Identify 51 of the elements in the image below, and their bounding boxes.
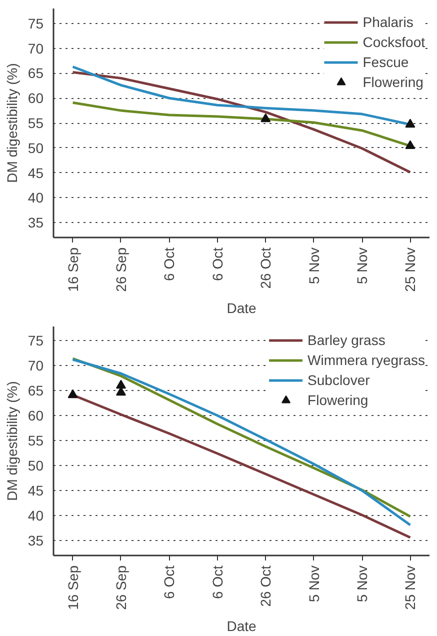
- point: [405, 140, 416, 149]
- y-tick-label: 50: [28, 140, 44, 156]
- x-tick-label: 25 Nov: [402, 566, 418, 610]
- y-tick-label: 35: [28, 214, 44, 231]
- x-tick-label: 6 Oct: [209, 247, 226, 281]
- y-tick-label: 40: [28, 190, 44, 206]
- legend-label: Cocksfoot: [362, 34, 425, 50]
- y-axis-title: DM digestibility (%): [4, 63, 20, 183]
- y-tick-label: 70: [28, 358, 44, 374]
- x-tick-label: 26 Oct: [258, 247, 274, 289]
- point: [116, 380, 126, 389]
- y-tick-label: 60: [28, 90, 44, 106]
- y-tick-label: 75: [28, 15, 44, 32]
- x-axis-title: Date: [226, 618, 256, 634]
- x-tick-label: 6 Oct: [161, 565, 178, 599]
- y-tick-label: 65: [28, 65, 44, 82]
- y-tick-label: 55: [28, 432, 44, 448]
- x-tick-label: 16 Sep: [64, 247, 81, 292]
- legend-label: Fescue: [362, 54, 409, 70]
- y-tick-label: 55: [28, 115, 44, 131]
- x-tick-label: 5 Nov: [354, 247, 370, 284]
- x-tick-label: 5 Nov: [306, 247, 322, 284]
- y-tick-label: 70: [28, 40, 44, 56]
- legend-label: Barley grass: [308, 332, 386, 348]
- x-tick-label: 25 Nov: [402, 248, 418, 292]
- y-tick-label: 65: [28, 382, 44, 398]
- x-tick-label: 26 Sep: [112, 247, 129, 292]
- y-tick-label: 35: [28, 532, 44, 548]
- x-tick-label: 6 Oct: [209, 565, 226, 599]
- point: [68, 389, 78, 398]
- legend-label: Wimmera ryegrass: [308, 352, 425, 368]
- y-tick-label: 45: [28, 164, 44, 181]
- x-tick-label: 26 Oct: [258, 565, 274, 607]
- point: [405, 118, 416, 128]
- x-tick-label: 26 Sep: [112, 565, 129, 610]
- y-tick-label: 45: [28, 482, 44, 498]
- x-tick-label: 5 Nov: [354, 565, 370, 602]
- x-tick-label: 5 Nov: [306, 565, 322, 602]
- legend-label: Flowering: [362, 74, 424, 90]
- point: [260, 113, 271, 122]
- y-tick-label: 40: [28, 508, 44, 524]
- legend-label: Phalaris: [362, 14, 414, 30]
- y-axis-title: DM digestibility (%): [4, 381, 20, 501]
- legend-label: Flowering: [308, 392, 368, 408]
- legend-label: Subclover: [308, 372, 370, 388]
- x-axis-title: Date: [226, 300, 256, 316]
- x-tick-label: 16 Sep: [64, 565, 81, 610]
- y-tick-label: 60: [28, 408, 44, 424]
- x-tick-label: 6 Oct: [161, 247, 178, 281]
- y-tick-label: 75: [28, 332, 44, 348]
- y-tick-label: 50: [28, 458, 44, 474]
